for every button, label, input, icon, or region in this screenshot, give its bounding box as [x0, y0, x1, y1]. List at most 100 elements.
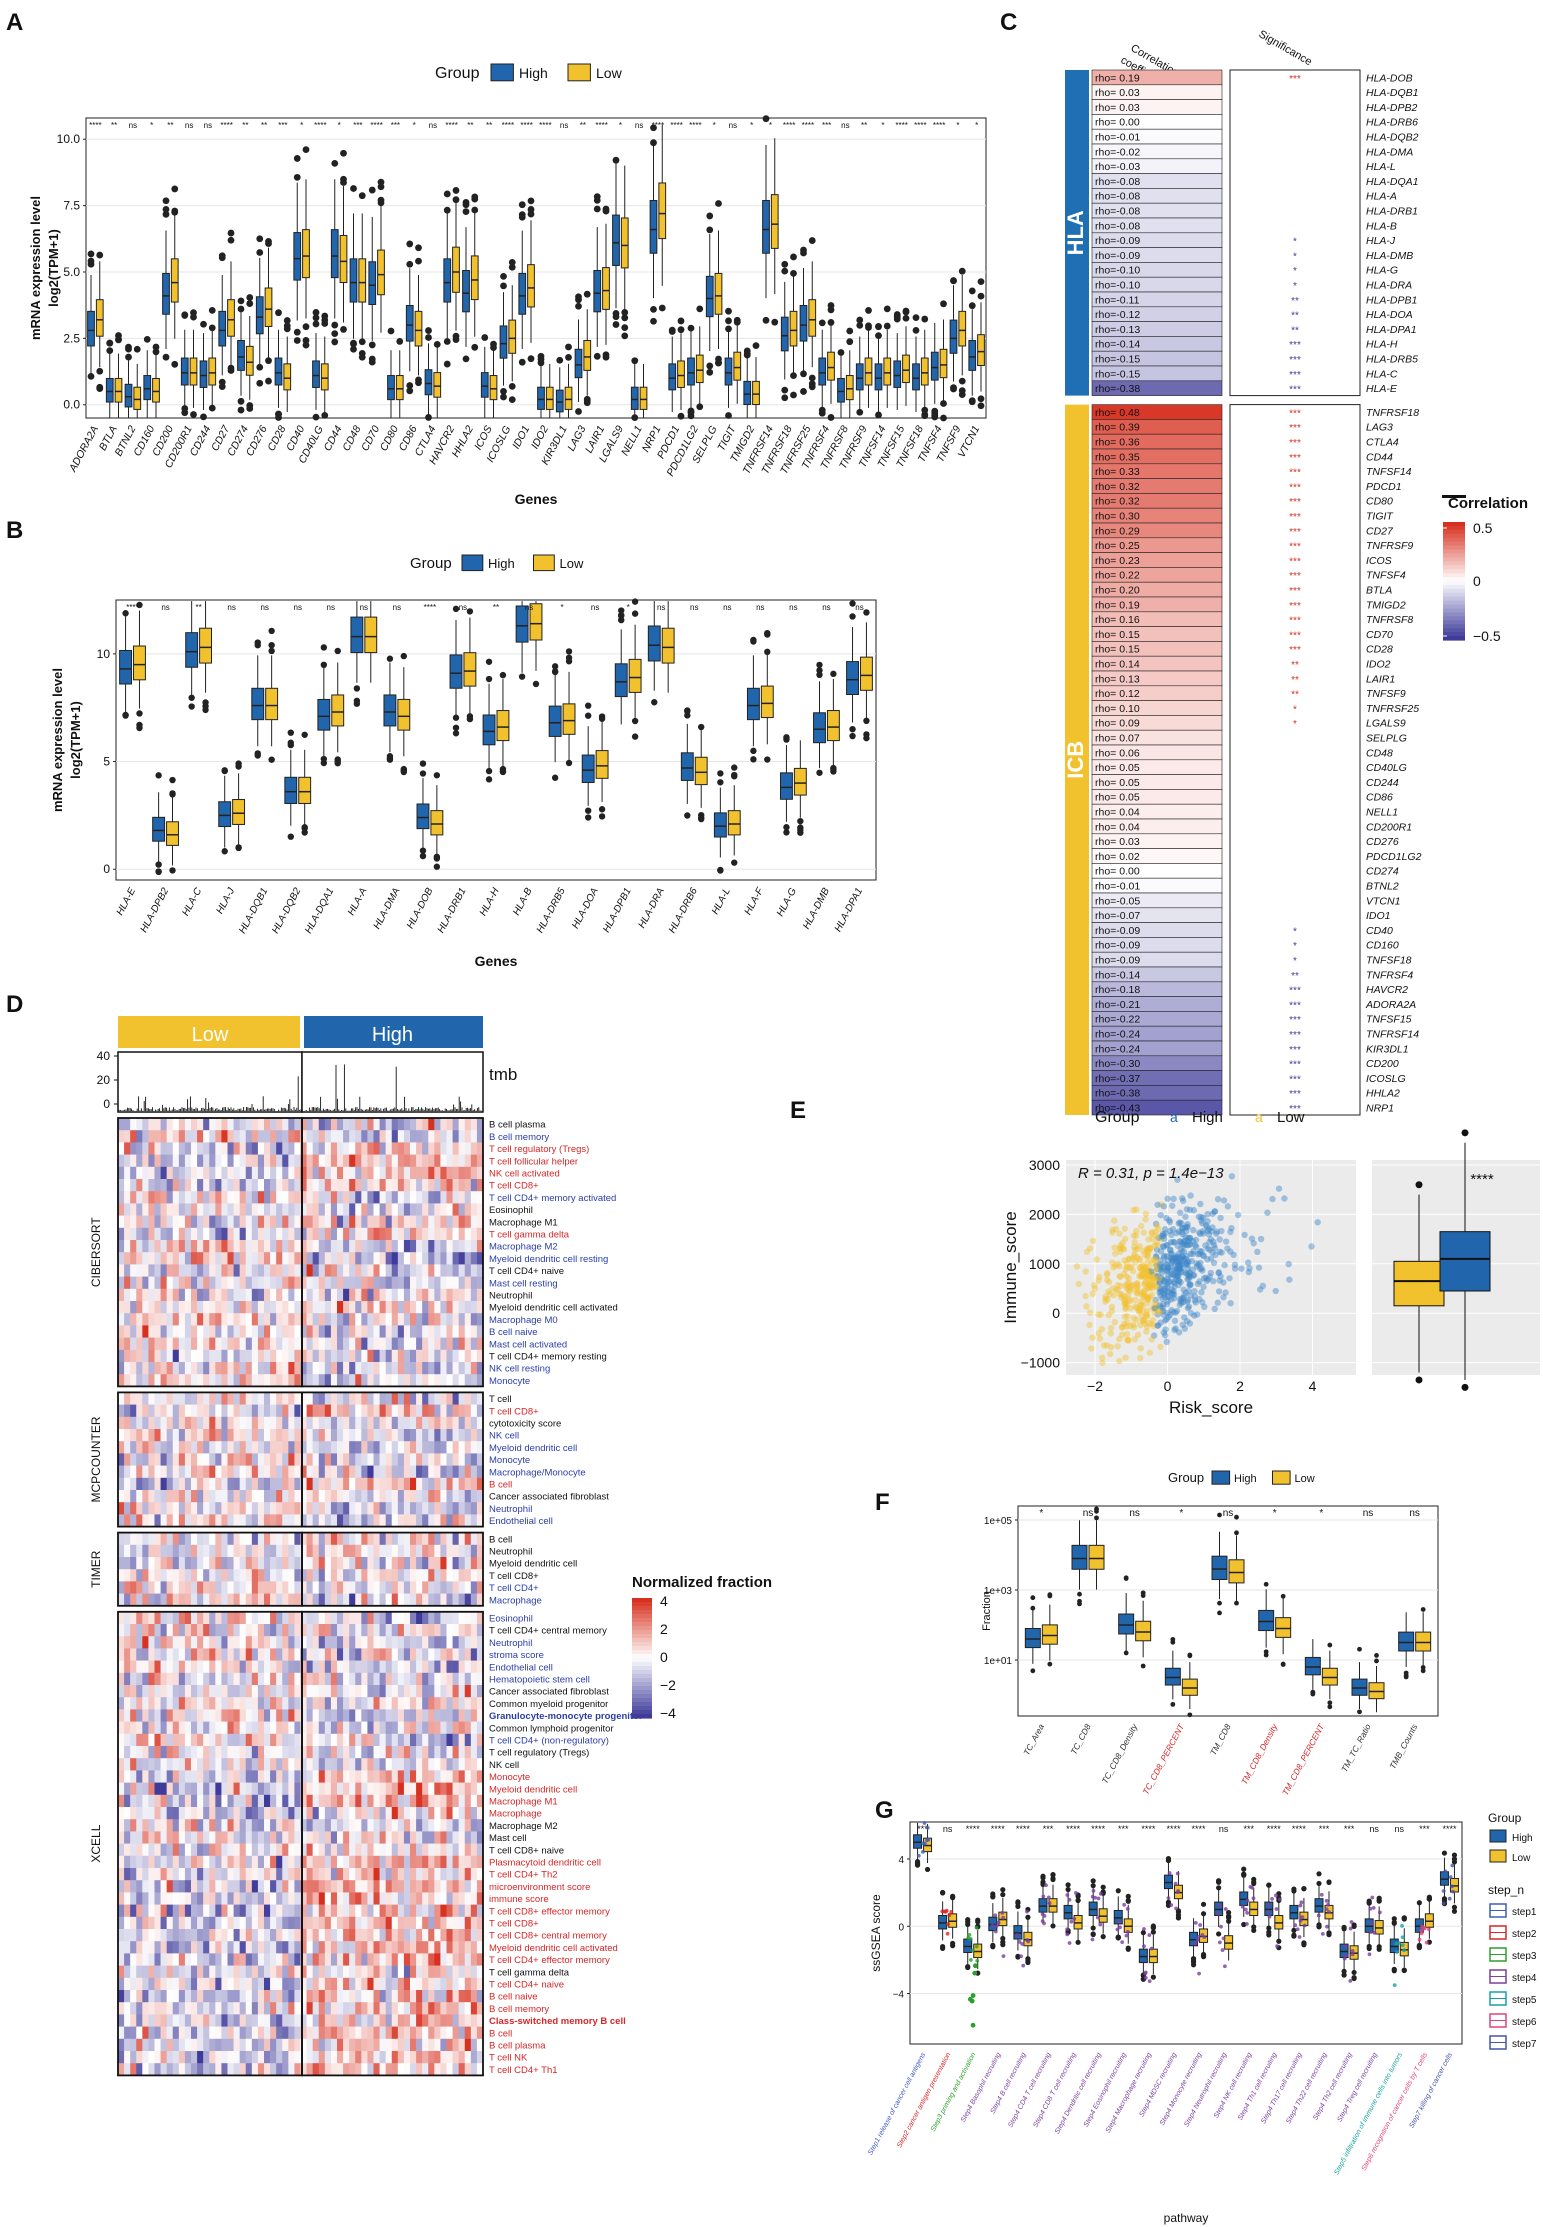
heatmap-cell [312, 1191, 320, 1204]
heatmap-cell [385, 1569, 393, 1582]
box-high [647, 625, 661, 662]
heatmap-cell [312, 1252, 320, 1265]
heatmap-cell [349, 1721, 356, 1735]
heatmap-cell [136, 1203, 143, 1216]
heatmap-cell [440, 1581, 447, 1594]
heatmap-cell [245, 1313, 253, 1326]
heatmap-cell [312, 1142, 320, 1155]
outlier-point [302, 337, 310, 344]
heatmap-cell [191, 1733, 198, 1747]
correlation-legend-tick: 0 [1473, 573, 1481, 589]
outlier-point [621, 314, 629, 322]
heatmap-cell [330, 1581, 338, 1594]
outlier-point [443, 360, 451, 368]
heatmap-cell [452, 1770, 459, 1783]
heatmap-cell [154, 1203, 161, 1216]
heatmap-cell [440, 1697, 447, 1710]
heatmap-cell [282, 1453, 289, 1466]
heatmap-cell [385, 1240, 393, 1253]
heatmap-cell [312, 1441, 320, 1454]
heatmap-cell [276, 1490, 283, 1503]
heatmap-cell [440, 1264, 447, 1277]
heatmap-cell [264, 1514, 271, 1527]
heatmap-cell [367, 1191, 374, 1204]
box-high [649, 199, 658, 254]
heatmap-cell [379, 1154, 386, 1168]
heatmap-cell [166, 1374, 174, 1387]
heatmap-cell [276, 1252, 283, 1265]
heatmap-cell [391, 1441, 399, 1454]
heatmap-cell [239, 1191, 247, 1204]
heatmap-cell [276, 1374, 283, 1387]
heatmap-cell [318, 1557, 326, 1570]
heatmap-cell [160, 1514, 167, 1527]
heatmap-cell [251, 1264, 259, 1277]
heatmap-cell [446, 1660, 453, 1674]
box-low [227, 299, 235, 337]
heatmap-cell [191, 1252, 198, 1265]
heatmap-cell [251, 1514, 259, 1527]
heatmap-cell [379, 1227, 386, 1241]
heatmap-cell [245, 1215, 253, 1229]
heatmap-cell [458, 1191, 466, 1204]
heatmap-cell [288, 1770, 295, 1783]
heatmap-cell [118, 1288, 125, 1302]
heatmap-cell [264, 1392, 271, 1405]
outlier-point [764, 756, 771, 763]
outlier-point [837, 349, 845, 356]
heatmap-cell [251, 1130, 259, 1143]
heatmap-cell [361, 1514, 368, 1527]
heatmap-cell [428, 1154, 435, 1168]
heatmap-cell [142, 1672, 149, 1686]
heatmap-cell [227, 1721, 234, 1735]
heatmap-cell [458, 1490, 466, 1503]
heatmap-cell [160, 1337, 167, 1351]
heatmap-cell [416, 1276, 423, 1290]
heatmap-cell [118, 1611, 125, 1625]
heatmap-cell [452, 1429, 459, 1442]
heatmap-cell [446, 1465, 453, 1479]
heatmap-cell [124, 1477, 131, 1491]
heatmap-cell [239, 1611, 247, 1625]
heatmap-cell [464, 1514, 472, 1527]
heatmap-cell [312, 1404, 320, 1418]
outlier-point [396, 338, 404, 345]
heatmap-cell [343, 1672, 350, 1686]
heatmap-cell [184, 1252, 192, 1265]
heatmap-cell [337, 1203, 344, 1216]
gene-label: LAIR1 [1366, 673, 1395, 685]
heatmap-cell [367, 1636, 374, 1649]
significance-label: ns [657, 603, 665, 612]
gene-label: CD40 [1366, 925, 1393, 937]
heatmap-cell [318, 1465, 326, 1479]
heatmap-cell [330, 1611, 338, 1625]
heatmap-cell [227, 1685, 234, 1698]
heatmap-cell [184, 1179, 192, 1192]
outlier-point [781, 260, 789, 268]
heatmap-cell [446, 1362, 453, 1375]
heatmap-cell [452, 1313, 459, 1326]
heatmap-cell [373, 1325, 380, 1338]
heatmap-cell [440, 1349, 447, 1363]
heatmap-cell [330, 1477, 338, 1491]
outlier-point [750, 638, 757, 645]
heatmap-cell [464, 1648, 472, 1661]
heatmap-cell [239, 1276, 247, 1290]
outlier-point [687, 412, 695, 420]
heatmap-cell [257, 1611, 265, 1625]
box-low [529, 603, 543, 641]
heatmap-cell [288, 1532, 295, 1546]
heatmap-cell [245, 1325, 253, 1338]
heatmap-cell [221, 1349, 228, 1363]
heatmap-cell [130, 1770, 137, 1783]
heatmap-cell [184, 1557, 192, 1570]
legend-gradient-step [1443, 533, 1465, 539]
heatmap-cell [440, 1337, 447, 1351]
heatmap-cell [367, 1118, 374, 1131]
heatmap-cell [233, 1636, 240, 1649]
outlier-point [750, 747, 757, 755]
heatmap-cell [428, 1215, 435, 1229]
heatmap-cell [318, 1288, 326, 1302]
heatmap-cell [130, 1374, 137, 1387]
heatmap-cell [476, 1636, 484, 1649]
